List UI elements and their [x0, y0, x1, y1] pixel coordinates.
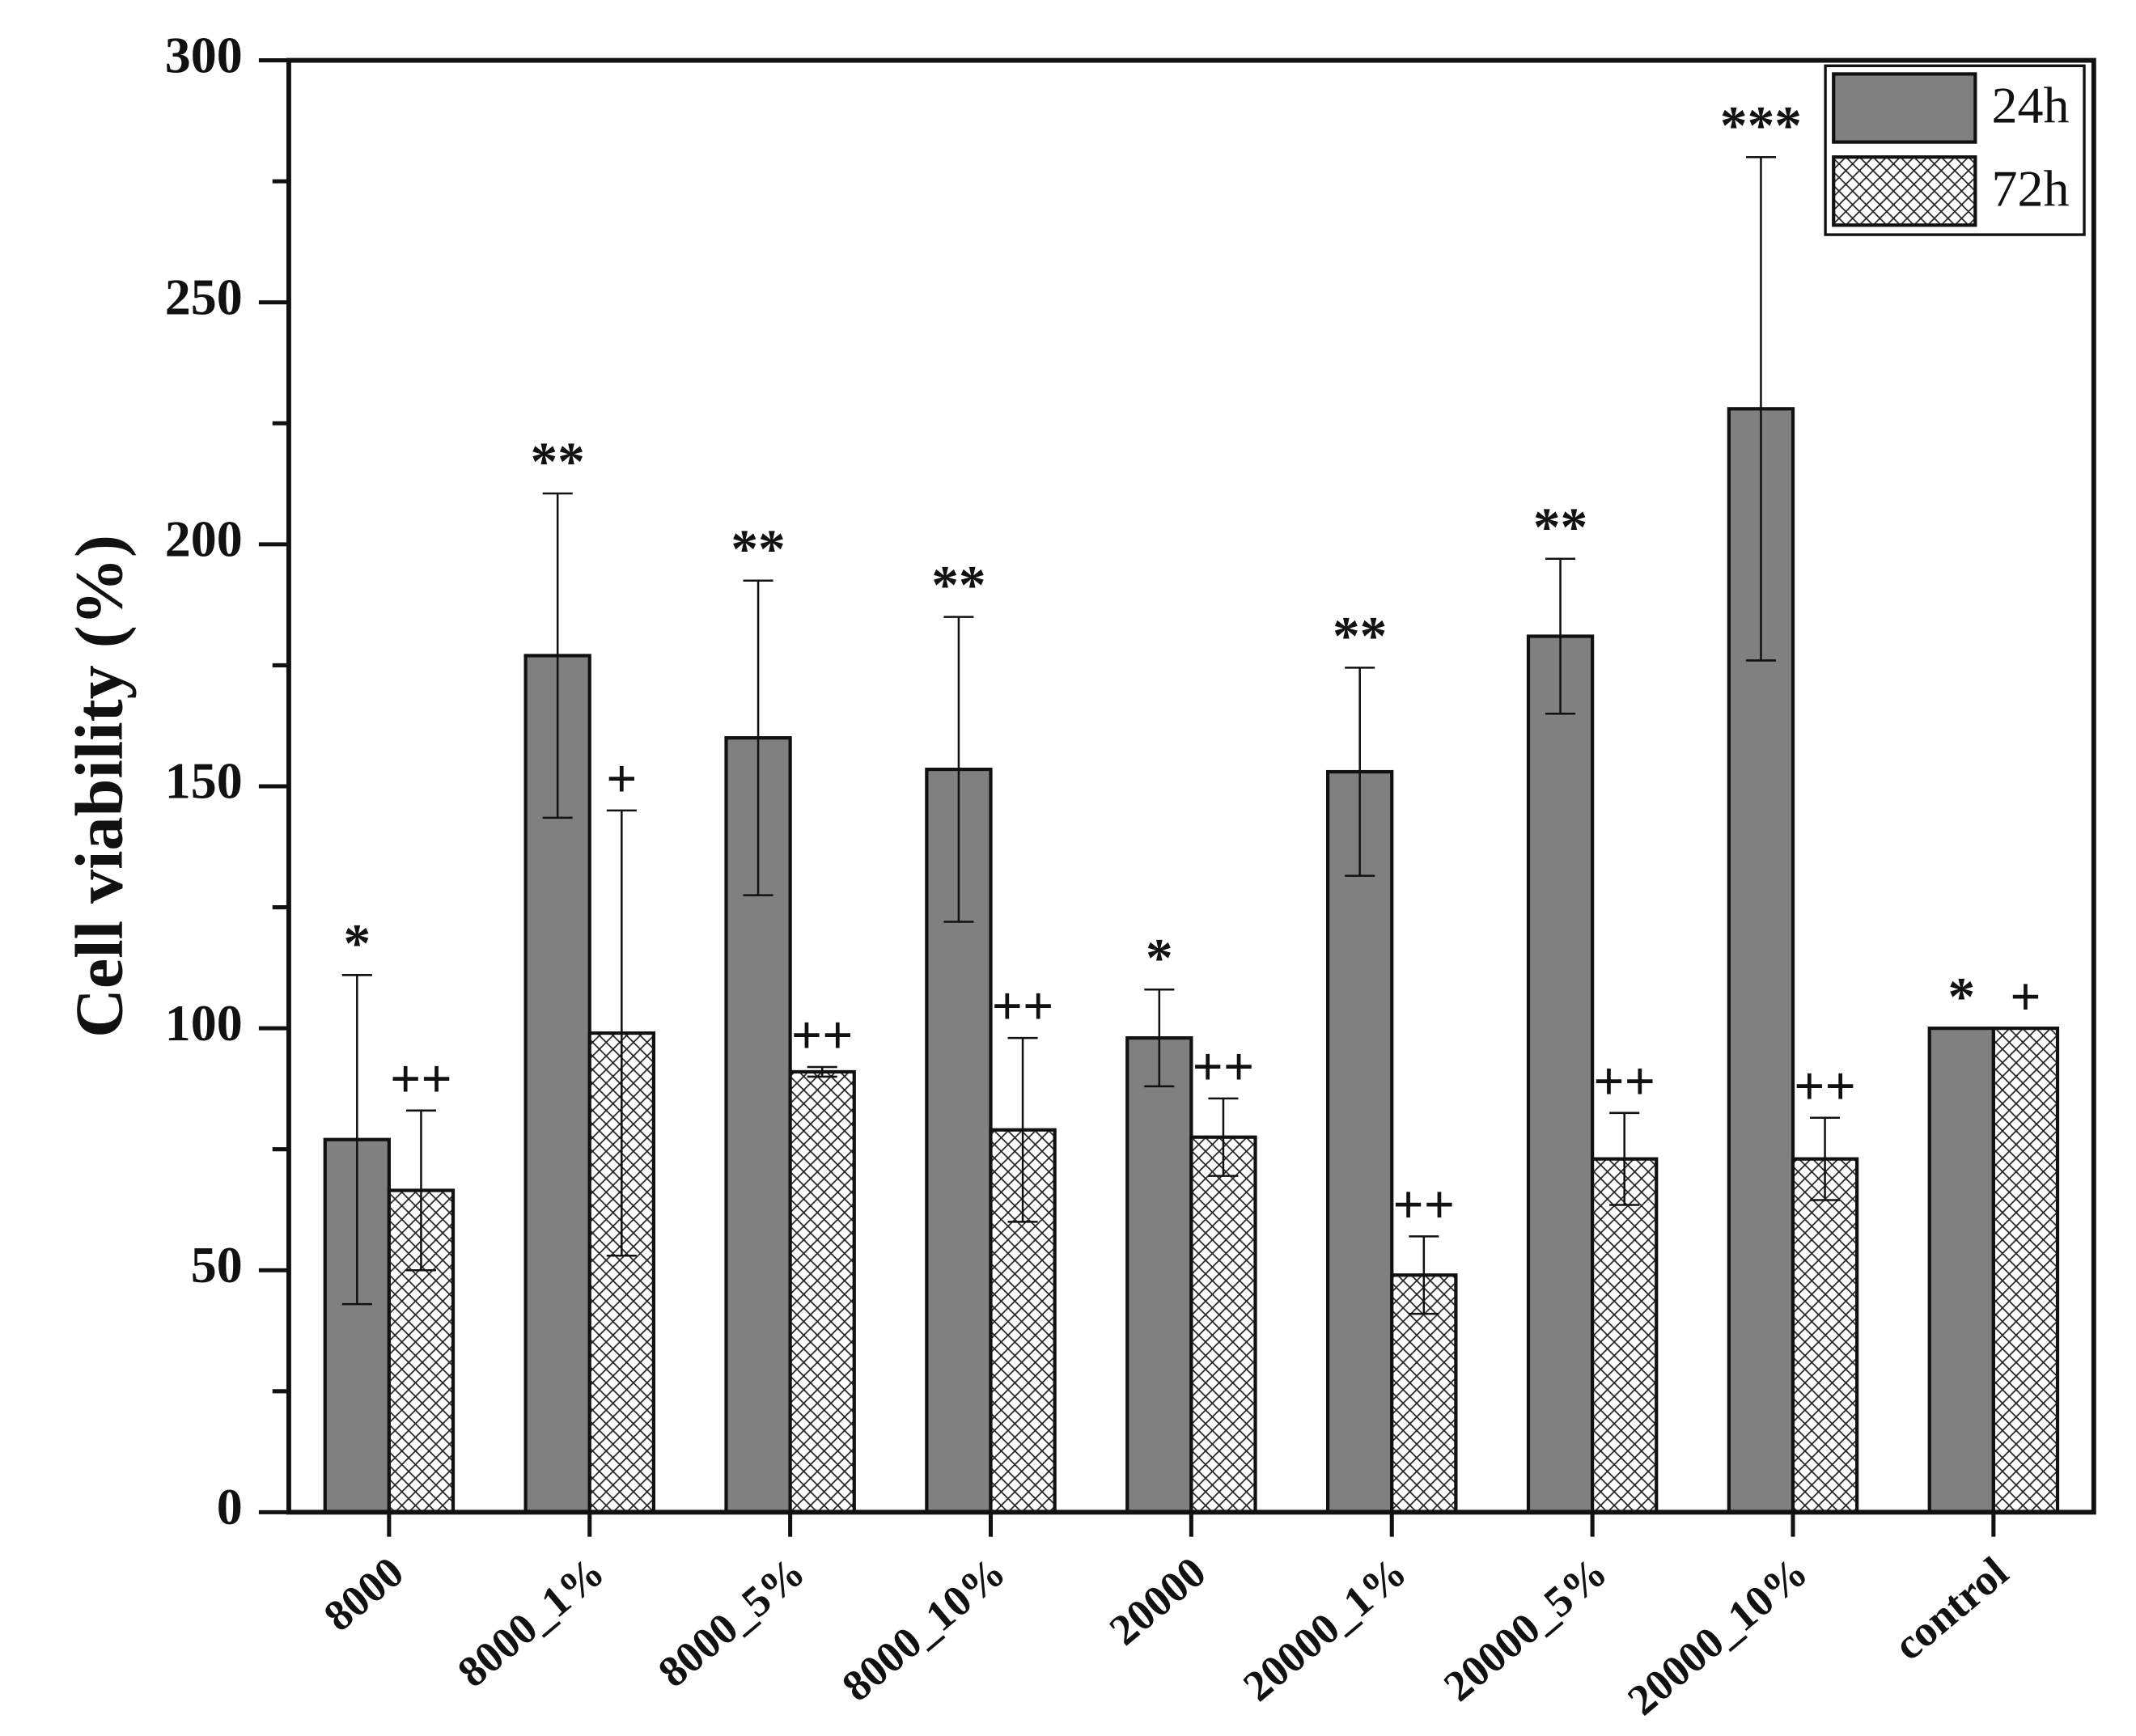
x-tick-label: 20000_1% — [1234, 1548, 1415, 1711]
y-axis-label: Cell viability (%) — [62, 535, 138, 1038]
significance-label: * — [1146, 927, 1173, 988]
y-tick-label: 50 — [191, 1236, 243, 1294]
x-tick-label: 8000_1% — [448, 1548, 613, 1696]
y-tick-label: 150 — [165, 752, 243, 810]
legend-label: 24h — [1992, 77, 2070, 134]
significance-label: ** — [1533, 497, 1587, 557]
legend-swatch — [1832, 72, 1977, 144]
legend-swatch — [1832, 155, 1977, 227]
x-tick-label: 20000 — [1100, 1548, 1215, 1655]
significance-label: ++ — [791, 1005, 854, 1065]
significance-label: ** — [731, 519, 785, 579]
plot-frame — [286, 57, 2096, 1515]
significance-label: ++ — [1593, 1051, 1655, 1111]
bar — [1927, 1027, 1995, 1514]
y-tick-label: 200 — [165, 510, 243, 568]
x-tick-label: 20000_5% — [1435, 1548, 1616, 1711]
bar — [1591, 1157, 1659, 1514]
y-tick-label: 300 — [165, 26, 243, 83]
y-tick-label: 0 — [217, 1478, 243, 1535]
significance-label: * — [1947, 966, 1975, 1027]
x-tick-label: 8000 — [315, 1548, 413, 1641]
bar — [788, 1069, 856, 1514]
significance-label: ** — [531, 431, 585, 492]
y-tick-label: 250 — [165, 268, 243, 325]
bar — [1189, 1135, 1257, 1514]
legend-label: 72h — [1992, 159, 2070, 217]
significance-label: *** — [1720, 95, 1802, 155]
x-tick-label: control — [1884, 1548, 2017, 1670]
bar — [387, 1188, 456, 1514]
significance-label: ++ — [992, 976, 1054, 1036]
significance-label: ++ — [1193, 1036, 1255, 1097]
x-tick-label: 20000_10% — [1618, 1548, 1816, 1725]
bar — [1326, 769, 1394, 1514]
bar — [1991, 1027, 2060, 1514]
x-tick-label: 8000_5% — [649, 1548, 814, 1696]
significance-label: + — [606, 748, 637, 809]
significance-label: + — [2010, 966, 2041, 1027]
significance-label: * — [343, 912, 371, 973]
y-tick-label: 100 — [165, 994, 243, 1052]
bar — [1125, 1035, 1193, 1514]
significance-label: ** — [1333, 606, 1387, 667]
bar — [1791, 1157, 1859, 1514]
x-tick-label: 8000_10% — [833, 1548, 1014, 1711]
significance-label: ** — [931, 555, 985, 616]
significance-label: ++ — [1392, 1175, 1455, 1235]
significance-label: ++ — [390, 1048, 452, 1109]
bar — [1526, 634, 1595, 1514]
significance-label: ++ — [1794, 1056, 1856, 1116]
